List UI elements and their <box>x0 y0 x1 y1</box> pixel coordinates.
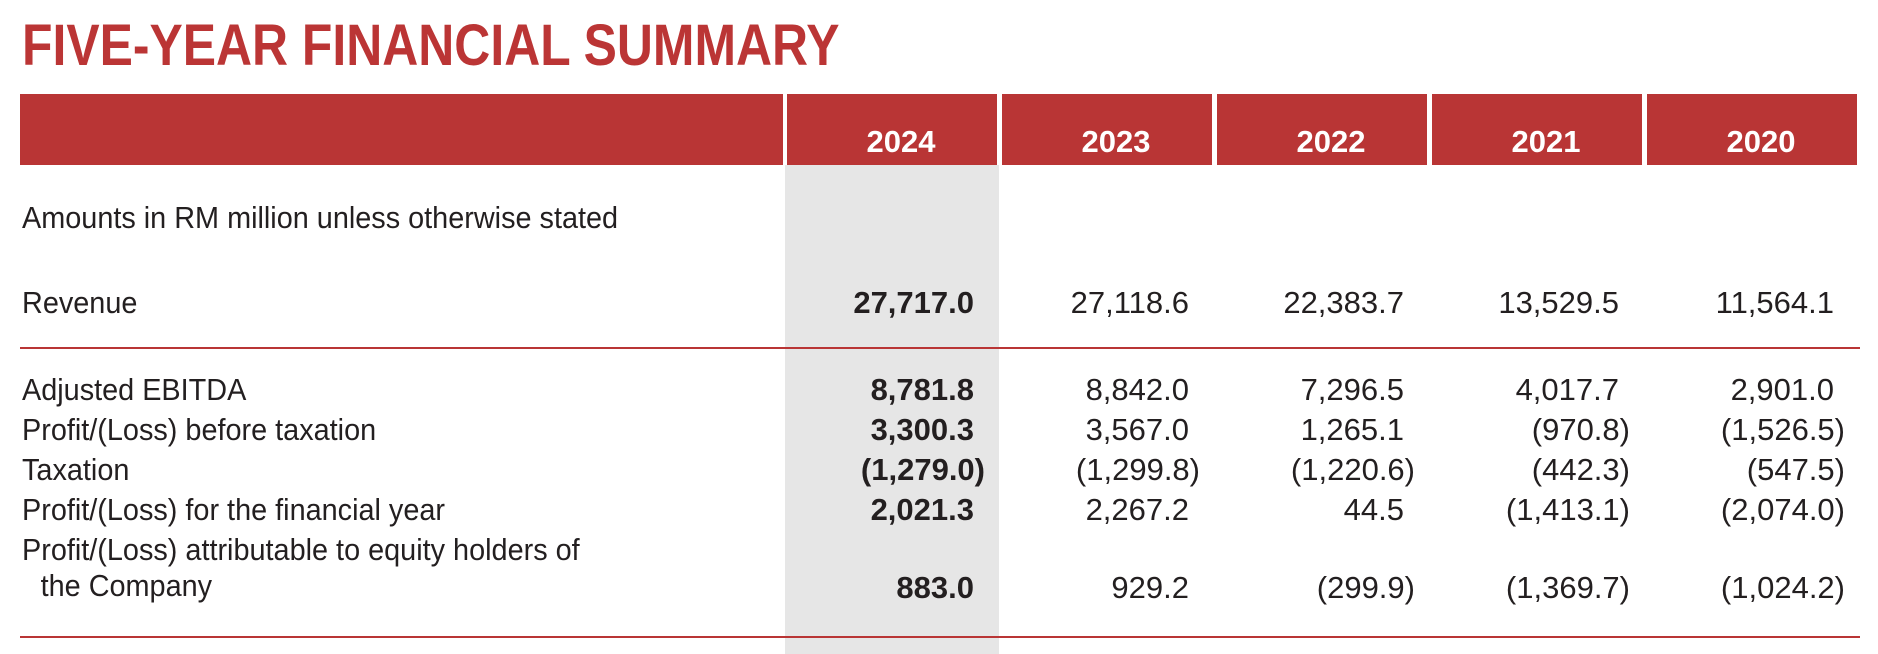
cell-value: (970.8) <box>1531 412 1630 447</box>
cell-value: 27,118.6 <box>1070 285 1189 320</box>
table-cell: 929.2 <box>990 570 1200 606</box>
cell-value: (1,369.7) <box>1505 570 1630 605</box>
table-cell: 44.5 <box>1205 492 1415 528</box>
table-cell: (1,220.6) <box>1205 452 1415 488</box>
year-header: 2024 <box>866 124 936 159</box>
section-divider <box>20 347 1860 349</box>
cell-value: (1,220.6) <box>1290 452 1415 487</box>
header-cell-2023 <box>1002 94 1212 165</box>
cell-value: 44.5 <box>1343 492 1404 527</box>
cell-value: 13,529.5 <box>1498 285 1619 320</box>
table-cell: 8,842.0 <box>990 372 1200 408</box>
table-cell: (970.8) <box>1420 412 1630 448</box>
cell-value: 2,021.3 <box>870 492 974 527</box>
cell-value: 1,265.1 <box>1300 412 1404 447</box>
row-label-line: Profit/(Loss) attributable to equity hol… <box>22 532 580 567</box>
cell-value: 8,781.8 <box>870 372 974 407</box>
table-cell: (442.3) <box>1420 452 1630 488</box>
cell-value: 11,564.1 <box>1715 285 1834 320</box>
cell-value: 8,842.0 <box>1085 372 1189 407</box>
row-label-revenue: Revenue <box>22 285 138 320</box>
cell-value: 27,717.0 <box>853 285 974 320</box>
year-header: 2022 <box>1296 124 1366 159</box>
cell-value: 3,300.3 <box>870 412 974 447</box>
header-cell-2021 <box>1432 94 1642 165</box>
header-label-cell <box>20 94 783 165</box>
table-bottom-rule <box>20 636 1860 638</box>
current-year-highlight <box>785 165 999 654</box>
row-label-taxation: Taxation <box>22 452 130 487</box>
table-cell: 13,529.5 <box>1420 285 1630 321</box>
table-cell: 2,267.2 <box>990 492 1200 528</box>
row-label-adjusted-ebitda: Adjusted EBITDA <box>22 372 247 407</box>
table-cell: (2,074.0) <box>1635 492 1845 528</box>
row-label-line: the Company <box>40 568 213 603</box>
table-cell: 3,567.0 <box>990 412 1200 448</box>
table-cell: (1,024.2) <box>1635 570 1845 606</box>
table-cell: 27,717.0 <box>775 285 985 321</box>
cell-value: 22,383.7 <box>1283 285 1404 320</box>
table-cell: (1,369.7) <box>1420 570 1630 606</box>
table-cell: (299.9) <box>1205 570 1415 606</box>
table-cell: 1,265.1 <box>1205 412 1415 448</box>
header-cell-2020 <box>1647 94 1857 165</box>
cell-value: 2,901.0 <box>1730 372 1834 407</box>
cell-value: (2,074.0) <box>1720 492 1845 527</box>
cell-value: (442.3) <box>1531 452 1630 487</box>
table-cell: 2,901.0 <box>1635 372 1845 408</box>
units-note: Amounts in RM million unless otherwise s… <box>22 200 619 235</box>
table-cell: 4,017.7 <box>1420 372 1630 408</box>
page-title: FIVE-YEAR FINANCIAL SUMMARY <box>22 13 840 78</box>
table-cell: (547.5) <box>1635 452 1845 488</box>
table-cell: (1,413.1) <box>1420 492 1630 528</box>
table-cell: 2,021.3 <box>775 492 985 528</box>
table-cell: 22,383.7 <box>1205 285 1415 321</box>
year-header: 2023 <box>1081 124 1151 159</box>
cell-value: (1,299.8) <box>1075 452 1200 487</box>
cell-value: 883.0 <box>896 570 974 605</box>
cell-value: (1,413.1) <box>1505 492 1630 527</box>
cell-value: 4,017.7 <box>1515 372 1619 407</box>
cell-value: (1,279.0) <box>860 452 985 487</box>
table-cell: 883.0 <box>775 570 985 606</box>
cell-value: (1,526.5) <box>1720 412 1845 447</box>
table-cell: 7,296.5 <box>1205 372 1415 408</box>
table-cell: 8,781.8 <box>775 372 985 408</box>
year-header: 2021 <box>1511 124 1581 159</box>
cell-value: 7,296.5 <box>1300 372 1404 407</box>
cell-value: (547.5) <box>1746 452 1845 487</box>
header-cell-2022 <box>1217 94 1427 165</box>
cell-value: (299.9) <box>1316 570 1415 605</box>
table-cell: (1,299.8) <box>990 452 1200 488</box>
table-cell: 27,118.6 <box>990 285 1200 321</box>
row-label-profit-before-tax: Profit/(Loss) before taxation <box>22 412 377 447</box>
row-label-profit-attributable: Profit/(Loss) attributable to equity hol… <box>22 532 580 604</box>
table-cell: (1,279.0) <box>775 452 985 488</box>
cell-value: 3,567.0 <box>1085 412 1189 447</box>
table-cell: 11,564.1 <box>1635 285 1845 321</box>
cell-value: 929.2 <box>1111 570 1189 605</box>
cell-value: (1,024.2) <box>1720 570 1845 605</box>
cell-value: 2,267.2 <box>1085 492 1189 527</box>
year-header: 2020 <box>1726 124 1796 159</box>
header-cell-2024 <box>787 94 997 165</box>
table-cell: 3,300.3 <box>775 412 985 448</box>
row-label-profit-for-year: Profit/(Loss) for the financial year <box>22 492 446 527</box>
table-cell: (1,526.5) <box>1635 412 1845 448</box>
